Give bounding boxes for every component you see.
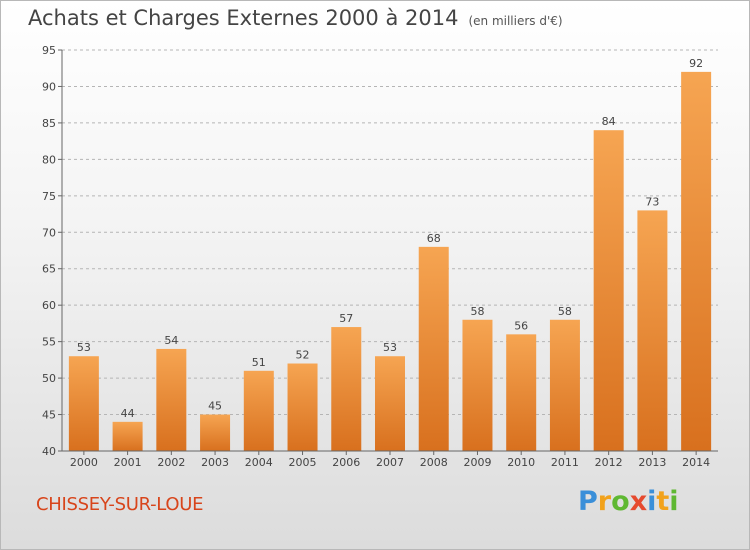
x-tick-label-2012: 2012 xyxy=(595,456,623,469)
value-label-2004: 51 xyxy=(252,356,266,369)
value-label-2003: 45 xyxy=(208,400,222,413)
bar-layer xyxy=(68,71,712,451)
value-label-2009: 58 xyxy=(470,305,484,318)
value-label-2010: 56 xyxy=(514,319,528,332)
bar-2007 xyxy=(375,356,405,451)
x-tick-label-2001: 2001 xyxy=(114,456,142,469)
value-label-2005: 52 xyxy=(296,349,310,362)
value-label-2006: 57 xyxy=(339,312,353,325)
y-tick-label-65: 65 xyxy=(42,263,56,276)
x-tick-label-2013: 2013 xyxy=(638,456,666,469)
bar-2005 xyxy=(287,363,318,451)
bar-2011 xyxy=(549,319,580,451)
value-label-2012: 84 xyxy=(602,115,616,128)
y-tick-label-95: 95 xyxy=(42,44,56,57)
x-tick-label-2007: 2007 xyxy=(376,456,404,469)
x-tick-label-2009: 2009 xyxy=(463,456,491,469)
y-tick-label-45: 45 xyxy=(42,409,56,422)
bar-2001 xyxy=(112,421,143,451)
x-tick-label-2004: 2004 xyxy=(245,456,273,469)
chart-title: Achats et Charges Externes 2000 à 2014 (e… xyxy=(28,6,563,30)
value-label-2002: 54 xyxy=(164,334,178,347)
y-tick-label-55: 55 xyxy=(42,336,56,349)
x-tick-label-2005: 2005 xyxy=(289,456,317,469)
chart-title-text: Achats et Charges Externes 2000 à 2014 xyxy=(28,6,459,30)
bar-2013 xyxy=(637,210,668,451)
bar-2006 xyxy=(331,327,362,451)
y-tick-label-75: 75 xyxy=(42,190,56,203)
x-tick-label-2002: 2002 xyxy=(157,456,185,469)
bar-2012 xyxy=(593,130,624,451)
y-tick-label-85: 85 xyxy=(42,117,56,130)
value-label-2014: 92 xyxy=(689,57,703,70)
value-label-2008: 68 xyxy=(427,232,441,245)
proxiti-logo[interactable]: Proxiti xyxy=(578,486,679,517)
value-label-2013: 73 xyxy=(645,195,659,208)
bar-2003 xyxy=(200,414,231,451)
commune-name: CHISSEY-SUR-LOUE xyxy=(36,494,204,515)
x-tick-label-2008: 2008 xyxy=(420,456,448,469)
bar-2010 xyxy=(506,334,537,451)
x-tick-label-2006: 2006 xyxy=(332,456,360,469)
y-tick-label-70: 70 xyxy=(42,226,56,239)
value-label-2011: 58 xyxy=(558,305,572,318)
axis-layer: 40 45 50 55 60 65 70 75 80 85 90 95 53 2000 44 2001 54 20… xyxy=(42,44,718,469)
value-label-2001: 44 xyxy=(121,407,135,420)
x-tick-label-2010: 2010 xyxy=(507,456,535,469)
bar-2009 xyxy=(462,319,493,451)
x-tick-label-2000: 2000 xyxy=(70,456,98,469)
chart-subtitle: (en milliers d'€) xyxy=(468,14,563,28)
x-tick-label-2003: 2003 xyxy=(201,456,229,469)
bar-2004 xyxy=(243,370,274,451)
bar-2014 xyxy=(681,71,712,451)
bar-2008 xyxy=(418,246,449,451)
bar-2002 xyxy=(156,348,187,451)
value-label-2007: 53 xyxy=(383,341,397,354)
y-tick-label-60: 60 xyxy=(42,299,56,312)
x-tick-label-2014: 2014 xyxy=(682,456,710,469)
bar-2000 xyxy=(68,356,99,451)
y-tick-label-40: 40 xyxy=(42,445,56,458)
y-tick-label-50: 50 xyxy=(42,372,56,385)
y-tick-label-90: 90 xyxy=(42,80,56,93)
y-tick-label-80: 80 xyxy=(42,153,56,166)
x-tick-label-2011: 2011 xyxy=(551,456,579,469)
value-label-2000: 53 xyxy=(77,341,91,354)
